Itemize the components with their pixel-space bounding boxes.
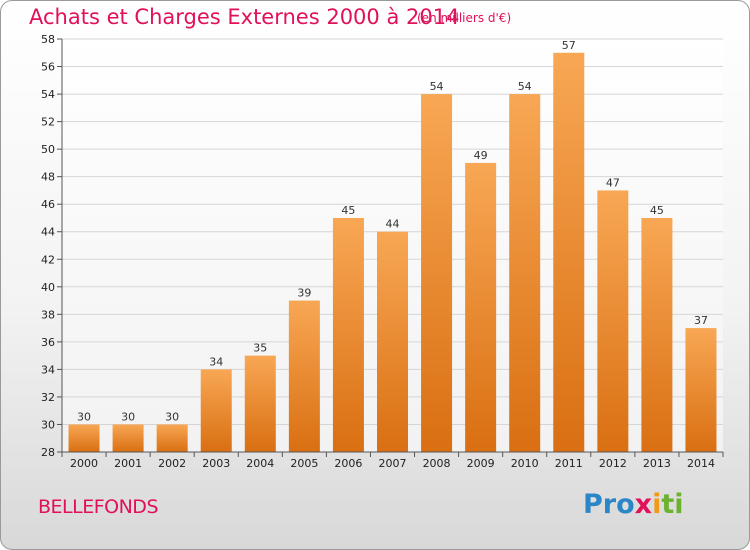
y-tick-label: 48 bbox=[41, 171, 55, 184]
y-tick-label: 56 bbox=[41, 61, 55, 74]
bar-2001 bbox=[112, 424, 144, 452]
x-tick-label-2000: 2000 bbox=[70, 457, 98, 470]
x-tick-label-2004: 2004 bbox=[246, 457, 274, 470]
y-tick-label: 38 bbox=[41, 308, 55, 321]
value-label-2002: 30 bbox=[165, 410, 179, 423]
x-tick-label-2002: 2002 bbox=[158, 457, 186, 470]
value-labels: 30 30 30 34 35 39 45 44 54 49 54 57 47 45 37 bbox=[77, 39, 708, 424]
x-tick-label-2012: 2012 bbox=[599, 457, 627, 470]
y-axis: 28 30 32 34 36 38 40 42 44 46 48 50 52 54 56 58 bbox=[41, 33, 63, 459]
bar-2010 bbox=[509, 94, 541, 453]
bar-2005 bbox=[288, 300, 320, 452]
bar-2000 bbox=[68, 424, 100, 452]
y-tick-label: 42 bbox=[41, 253, 55, 266]
logo-part-1: Pro bbox=[583, 489, 635, 520]
y-tick-label: 34 bbox=[41, 363, 55, 376]
x-tick-label-2008: 2008 bbox=[423, 457, 451, 470]
value-label-2001: 30 bbox=[121, 410, 135, 423]
x-tick-label-2005: 2005 bbox=[290, 457, 318, 470]
y-tick-label: 50 bbox=[41, 143, 55, 156]
y-tick-label: 52 bbox=[41, 116, 55, 129]
y-tick-label: 40 bbox=[41, 281, 55, 294]
bar-2011 bbox=[553, 52, 585, 453]
proxiti-logo[interactable]: Proxiti bbox=[583, 489, 684, 520]
commune-name: BELLEFONDS bbox=[38, 496, 159, 518]
value-label-2006: 45 bbox=[341, 204, 355, 217]
y-tick-label: 54 bbox=[41, 88, 55, 101]
x-tick-label-2010: 2010 bbox=[511, 457, 539, 470]
x-tick-label-2013: 2013 bbox=[643, 457, 671, 470]
bar-2007 bbox=[377, 231, 408, 452]
y-tick-label: 44 bbox=[41, 226, 55, 239]
value-label-2008: 54 bbox=[430, 80, 444, 93]
bar-2014 bbox=[685, 328, 717, 452]
x-tick-label-2014: 2014 bbox=[687, 457, 715, 470]
bar-2008 bbox=[421, 94, 453, 453]
value-label-2005: 39 bbox=[297, 287, 311, 300]
y-tick-label: 58 bbox=[41, 33, 55, 46]
value-label-2009: 49 bbox=[474, 149, 488, 162]
value-label-2014: 37 bbox=[694, 314, 708, 327]
bar-2013 bbox=[641, 217, 673, 452]
y-tick-label: 28 bbox=[41, 446, 55, 459]
value-label-2012: 47 bbox=[606, 176, 620, 189]
bar-2002 bbox=[156, 424, 188, 452]
logo-part-3: i bbox=[652, 489, 662, 520]
y-tick-label: 30 bbox=[41, 418, 55, 431]
x-tick-label-2007: 2007 bbox=[379, 457, 407, 470]
bar-2004 bbox=[244, 355, 276, 452]
value-label-2003: 34 bbox=[209, 355, 223, 368]
x-tick-label-2009: 2009 bbox=[467, 457, 495, 470]
x-tick-label-2003: 2003 bbox=[202, 457, 230, 470]
value-label-2011: 57 bbox=[562, 39, 576, 52]
bar-2009 bbox=[465, 162, 497, 452]
value-label-2013: 45 bbox=[650, 204, 664, 217]
bar-2012 bbox=[597, 190, 629, 452]
x-tick-label-2011: 2011 bbox=[555, 457, 583, 470]
y-tick-label: 36 bbox=[41, 336, 55, 349]
value-label-2010: 54 bbox=[518, 80, 532, 93]
logo-part-4: ti bbox=[661, 489, 684, 520]
x-axis: 2000 2001 2002 2003 2004 2005 2006 2007 2008 2009… bbox=[61, 451, 724, 470]
bar-2006 bbox=[332, 217, 364, 452]
bars-group bbox=[68, 52, 717, 453]
value-label-2004: 35 bbox=[253, 342, 267, 355]
x-tick-label-2006: 2006 bbox=[334, 457, 362, 470]
chart-title: Achats et Charges Externes 2000 à 2014 bbox=[29, 5, 460, 29]
chart-subtitle: (en milliers d'€) bbox=[417, 11, 512, 25]
y-tick-label: 46 bbox=[41, 198, 55, 211]
x-tick-label-2001: 2001 bbox=[114, 457, 142, 470]
logo-part-2: x bbox=[634, 489, 653, 520]
value-label-2000: 30 bbox=[77, 410, 91, 423]
y-tick-label: 32 bbox=[41, 391, 55, 404]
value-label-2007: 44 bbox=[386, 218, 400, 231]
bar-2003 bbox=[200, 369, 232, 452]
